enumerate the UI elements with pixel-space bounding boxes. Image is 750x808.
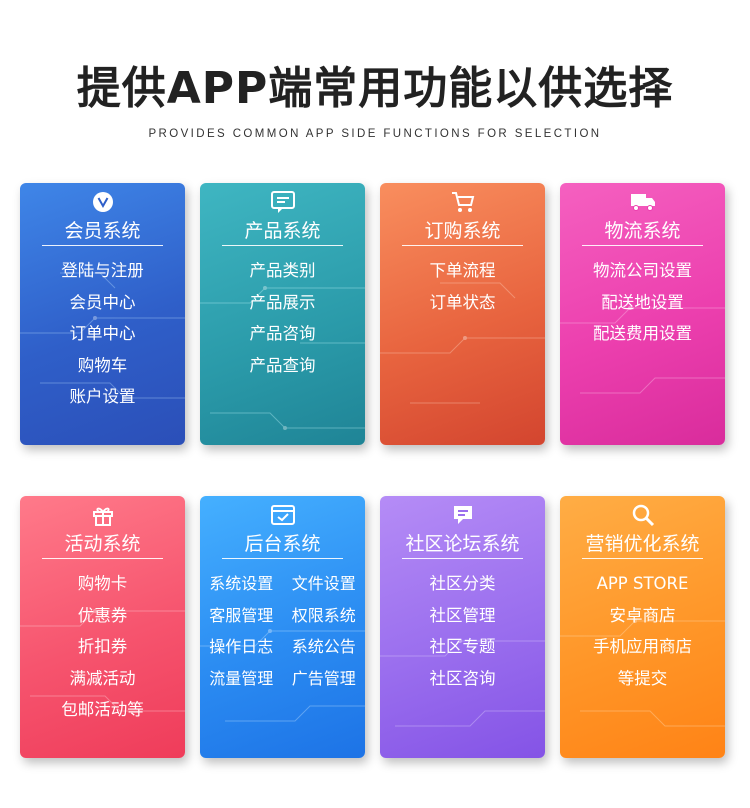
list-item: 社区咨询 bbox=[429, 668, 496, 688]
list-item: 配送地设置 bbox=[601, 292, 684, 312]
divider bbox=[42, 245, 163, 246]
list-item: 社区管理 bbox=[429, 605, 496, 625]
list-item: 文件设置 bbox=[291, 574, 356, 593]
shopping-cart-icon bbox=[451, 192, 474, 212]
card-title: 后台系统 bbox=[244, 533, 321, 555]
divider bbox=[402, 245, 523, 246]
list-item: 购物车 bbox=[77, 355, 128, 375]
delivery-truck-icon bbox=[630, 194, 655, 211]
circuit-background bbox=[200, 286, 365, 430]
card-title: 会员系统 bbox=[64, 220, 141, 242]
list-item: 安卓商店 bbox=[609, 605, 676, 625]
list-item: 权限系统 bbox=[291, 605, 356, 625]
divider bbox=[582, 558, 703, 559]
circuit-background bbox=[380, 282, 545, 404]
message-box-icon bbox=[270, 191, 295, 213]
list-item: 社区专题 bbox=[429, 637, 496, 656]
card-product-system[interactable]: 产品系统 产品类别 产品展示 产品咨询 产品查询 bbox=[200, 183, 365, 445]
list-item: 等提交 bbox=[617, 668, 668, 688]
list-item: 社区分类 bbox=[429, 574, 496, 593]
list-item: 产品展示 bbox=[249, 292, 316, 312]
card-community-forum-system[interactable]: 社区论坛系统 社区分类 社区管理 社区专题 社区咨询 bbox=[380, 496, 545, 758]
circuit-background bbox=[560, 306, 725, 394]
list-item: 会员中心 bbox=[69, 292, 136, 312]
card-title: 订购系统 bbox=[424, 220, 501, 242]
list-item: APP STORE bbox=[596, 574, 689, 593]
list-item: 产品查询 bbox=[249, 355, 316, 375]
list-item: 产品咨询 bbox=[249, 324, 316, 343]
list-item: 满减活动 bbox=[69, 668, 136, 688]
list-item: 订单状态 bbox=[429, 292, 496, 312]
card-title: 活动系统 bbox=[64, 533, 141, 555]
chat-bubble-icon bbox=[453, 506, 472, 524]
card-title: 物流系统 bbox=[604, 220, 681, 242]
card-order-system[interactable]: 订购系统 下单流程 订单状态 bbox=[380, 183, 545, 445]
list-item: 手机应用商店 bbox=[593, 637, 692, 656]
card-title: 产品系统 bbox=[244, 220, 321, 242]
card-logistics-system[interactable]: 物流系统 物流公司设置 配送地设置 配送费用设置 bbox=[560, 183, 725, 445]
list-item: 购物卡 bbox=[77, 574, 128, 593]
list-item: 包邮活动等 bbox=[61, 700, 144, 719]
list-item: 折扣券 bbox=[77, 637, 128, 656]
card-backend-system[interactable]: 后台系统 系统设置 文件设置 客服管理 权限系统 操作日志 系统公告 流量管理 … bbox=[200, 496, 365, 758]
list-item: 广告管理 bbox=[291, 668, 356, 688]
list-item: 流量管理 bbox=[209, 668, 274, 688]
page-title: 提供APP端常用功能以供选择 bbox=[76, 63, 674, 114]
card-activity-system[interactable]: 活动系统 购物卡 优惠券 折扣券 满减活动 包邮活动等 bbox=[20, 496, 185, 758]
divider bbox=[222, 245, 343, 246]
circuit-background bbox=[560, 619, 725, 727]
list-item: 操作日志 bbox=[209, 637, 274, 656]
checkbox-window-icon bbox=[270, 505, 295, 525]
gift-icon bbox=[92, 507, 113, 526]
list-item: 系统设置 bbox=[209, 574, 274, 593]
circuit-background bbox=[200, 629, 365, 722]
list-item: 登陆与注册 bbox=[61, 261, 144, 280]
list-item: 物流公司设置 bbox=[593, 261, 692, 280]
list-item: 系统公告 bbox=[291, 637, 356, 656]
divider bbox=[222, 558, 343, 559]
card-title: 营销优化系统 bbox=[585, 533, 700, 555]
list-item: 产品类别 bbox=[249, 261, 316, 280]
list-item: 优惠券 bbox=[77, 605, 128, 625]
circuit-background bbox=[380, 639, 545, 727]
page-subtitle: PROVIDES COMMON APP SIDE FUNCTIONS FOR S… bbox=[148, 128, 602, 140]
search-icon bbox=[632, 504, 654, 527]
circuit-background bbox=[20, 272, 185, 400]
divider bbox=[582, 245, 703, 246]
divider bbox=[402, 558, 523, 559]
circuit-background bbox=[20, 609, 185, 712]
list-item: 账户设置 bbox=[69, 387, 136, 406]
divider bbox=[42, 558, 163, 559]
card-marketing-optimization-system[interactable]: 营销优化系统 APP STORE 安卓商店 手机应用商店 等提交 bbox=[560, 496, 725, 758]
v-badge-icon bbox=[92, 192, 113, 212]
list-item: 配送费用设置 bbox=[593, 324, 692, 343]
card-title: 社区论坛系统 bbox=[405, 533, 520, 555]
list-item: 订单中心 bbox=[69, 324, 136, 343]
list-item: 下单流程 bbox=[429, 261, 496, 280]
list-item: 客服管理 bbox=[209, 605, 274, 625]
card-member-system[interactable]: 会员系统 登陆与注册 会员中心 订单中心 购物车 账户设置 bbox=[20, 183, 185, 445]
